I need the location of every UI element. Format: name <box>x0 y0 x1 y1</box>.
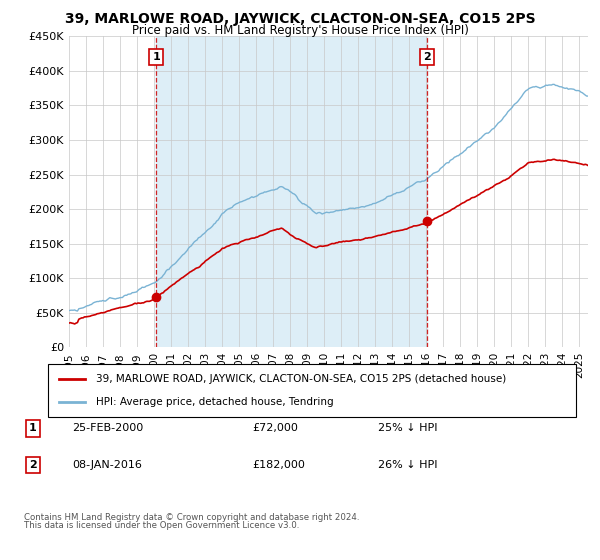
Text: 25% ↓ HPI: 25% ↓ HPI <box>378 423 437 433</box>
Text: 1: 1 <box>152 52 160 62</box>
FancyBboxPatch shape <box>48 364 576 417</box>
Text: 1: 1 <box>29 423 37 433</box>
Text: £72,000: £72,000 <box>252 423 298 433</box>
Text: 25-FEB-2000: 25-FEB-2000 <box>72 423 143 433</box>
Text: 2: 2 <box>29 460 37 470</box>
Text: 39, MARLOWE ROAD, JAYWICK, CLACTON-ON-SEA, CO15 2PS (detached house): 39, MARLOWE ROAD, JAYWICK, CLACTON-ON-SE… <box>95 374 506 384</box>
Text: £182,000: £182,000 <box>252 460 305 470</box>
Text: 39, MARLOWE ROAD, JAYWICK, CLACTON-ON-SEA, CO15 2PS: 39, MARLOWE ROAD, JAYWICK, CLACTON-ON-SE… <box>65 12 535 26</box>
Text: Price paid vs. HM Land Registry's House Price Index (HPI): Price paid vs. HM Land Registry's House … <box>131 24 469 36</box>
Text: 26% ↓ HPI: 26% ↓ HPI <box>378 460 437 470</box>
Bar <box>156 36 427 347</box>
Text: 2: 2 <box>423 52 431 62</box>
Text: Contains HM Land Registry data © Crown copyright and database right 2024.: Contains HM Land Registry data © Crown c… <box>24 513 359 522</box>
Text: 08-JAN-2016: 08-JAN-2016 <box>72 460 142 470</box>
Text: This data is licensed under the Open Government Licence v3.0.: This data is licensed under the Open Gov… <box>24 521 299 530</box>
Text: HPI: Average price, detached house, Tendring: HPI: Average price, detached house, Tend… <box>95 397 333 407</box>
